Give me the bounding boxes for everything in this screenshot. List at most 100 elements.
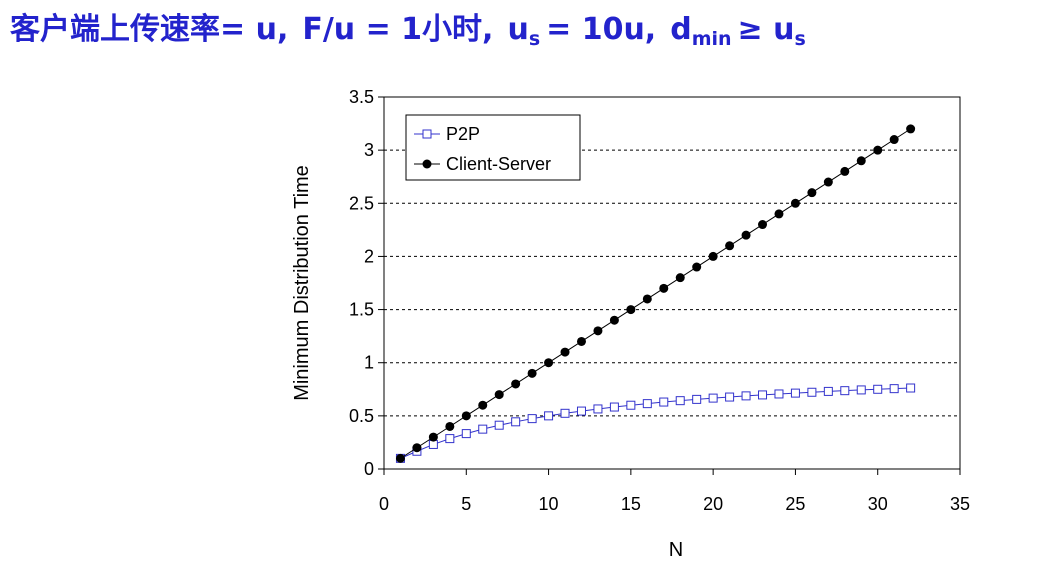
- title-download-subscript: min: [691, 28, 732, 50]
- data-point: [544, 411, 554, 421]
- x-tick-label: 10: [539, 494, 559, 514]
- data-point: [840, 386, 850, 396]
- data-point: [642, 294, 652, 304]
- data-point: [675, 396, 685, 406]
- legend-marker: [422, 129, 432, 139]
- data-point: [428, 439, 438, 449]
- data-point: [478, 424, 488, 434]
- series-client-server: [395, 124, 916, 463]
- x-tick-label: 30: [868, 494, 888, 514]
- data-point: [593, 326, 603, 336]
- data-point: [807, 387, 817, 397]
- data-point: [725, 392, 735, 402]
- data-point: [741, 230, 751, 240]
- data-point: [823, 177, 833, 187]
- legend-label: Client-Server: [446, 154, 551, 174]
- data-point: [527, 368, 537, 378]
- title-server-rate-value: = 10u,: [546, 12, 657, 47]
- title-geq-us-subscript: s: [794, 28, 806, 50]
- legend-item: Client-Server: [414, 154, 551, 174]
- data-point: [478, 400, 488, 410]
- data-point: [494, 420, 504, 430]
- x-axis-title: N: [669, 539, 683, 561]
- legend: P2P Client-Server: [405, 114, 581, 181]
- data-point: [758, 390, 768, 400]
- legend-box: [405, 114, 581, 181]
- data-point: [725, 241, 735, 251]
- data-point: [708, 393, 718, 403]
- data-point: [692, 262, 702, 272]
- x-tick-label: 25: [785, 494, 805, 514]
- data-point: [511, 379, 521, 389]
- data-point: [906, 383, 916, 393]
- series: [395, 124, 916, 463]
- data-point: [527, 414, 537, 424]
- data-point: [873, 145, 883, 155]
- data-point: [840, 166, 850, 176]
- data-point: [823, 386, 833, 396]
- y-tick-label: 3.5: [349, 87, 374, 107]
- data-point: [790, 388, 800, 398]
- data-point: [675, 273, 685, 283]
- y-tick-label: 1: [364, 353, 374, 373]
- data-point: [412, 443, 422, 453]
- data-point: [856, 385, 866, 395]
- data-point: [659, 397, 669, 407]
- axes: 0 0.5 1 1.5 2 2.5 3 3.5 0 5 10 15 20 25 30 35: [349, 87, 970, 514]
- data-point: [576, 406, 586, 416]
- y-tick-label: 2: [364, 246, 374, 266]
- data-point: [445, 434, 455, 444]
- legend-marker: [422, 159, 432, 169]
- title-prefix: 客户端上传速率= u,: [10, 12, 289, 47]
- x-tick-label: 35: [950, 494, 970, 514]
- data-point: [428, 432, 438, 442]
- y-tick-label: 1.5: [349, 300, 374, 320]
- data-point: [494, 390, 504, 400]
- data-point: [807, 188, 817, 198]
- y-tick-label: 0.5: [349, 406, 374, 426]
- title-geq-us: ≥ u: [737, 12, 795, 47]
- data-point: [593, 404, 603, 414]
- x-tick-label: 0: [379, 494, 389, 514]
- title-server-rate-subscript: s: [528, 28, 541, 50]
- data-point: [445, 421, 455, 431]
- data-point: [560, 347, 570, 357]
- data-point: [692, 394, 702, 404]
- y-tick-label: 2.5: [349, 193, 374, 213]
- data-point: [395, 453, 405, 463]
- title-file-size: F/u = 1小时,: [302, 12, 494, 47]
- series-p2p: [395, 383, 916, 463]
- y-tick-label: 0: [364, 459, 374, 479]
- data-point: [461, 429, 471, 439]
- data-point: [741, 391, 751, 401]
- plot-frame: [383, 96, 961, 470]
- data-point: [642, 399, 652, 409]
- data-point: [856, 156, 866, 166]
- data-point: [889, 384, 899, 394]
- data-point: [626, 305, 636, 315]
- data-point: [708, 251, 718, 261]
- y-axis-title: Minimum Distribution Time: [291, 165, 313, 401]
- data-point: [626, 400, 636, 410]
- data-point: [609, 402, 619, 412]
- data-point: [659, 283, 669, 293]
- title-download-symbol: d: [670, 12, 692, 47]
- title-server-rate-symbol: u: [507, 12, 529, 47]
- data-point: [609, 315, 619, 325]
- data-point: [560, 408, 570, 418]
- data-point: [544, 358, 554, 368]
- data-point: [511, 417, 521, 427]
- slide-title: 客户端上传速率= u, F/u = 1小时, us = 10u, dmin ≥ us: [10, 8, 806, 52]
- data-point: [889, 135, 899, 145]
- data-point: [576, 336, 586, 346]
- data-point: [906, 124, 916, 134]
- data-point: [758, 220, 768, 230]
- x-tick-label: 5: [461, 494, 471, 514]
- x-tick-label: 15: [621, 494, 641, 514]
- data-point: [774, 389, 784, 399]
- data-point: [774, 209, 784, 219]
- x-tick-label: 20: [703, 494, 723, 514]
- series-line: [400, 387, 911, 459]
- legend-item: P2P: [414, 124, 480, 144]
